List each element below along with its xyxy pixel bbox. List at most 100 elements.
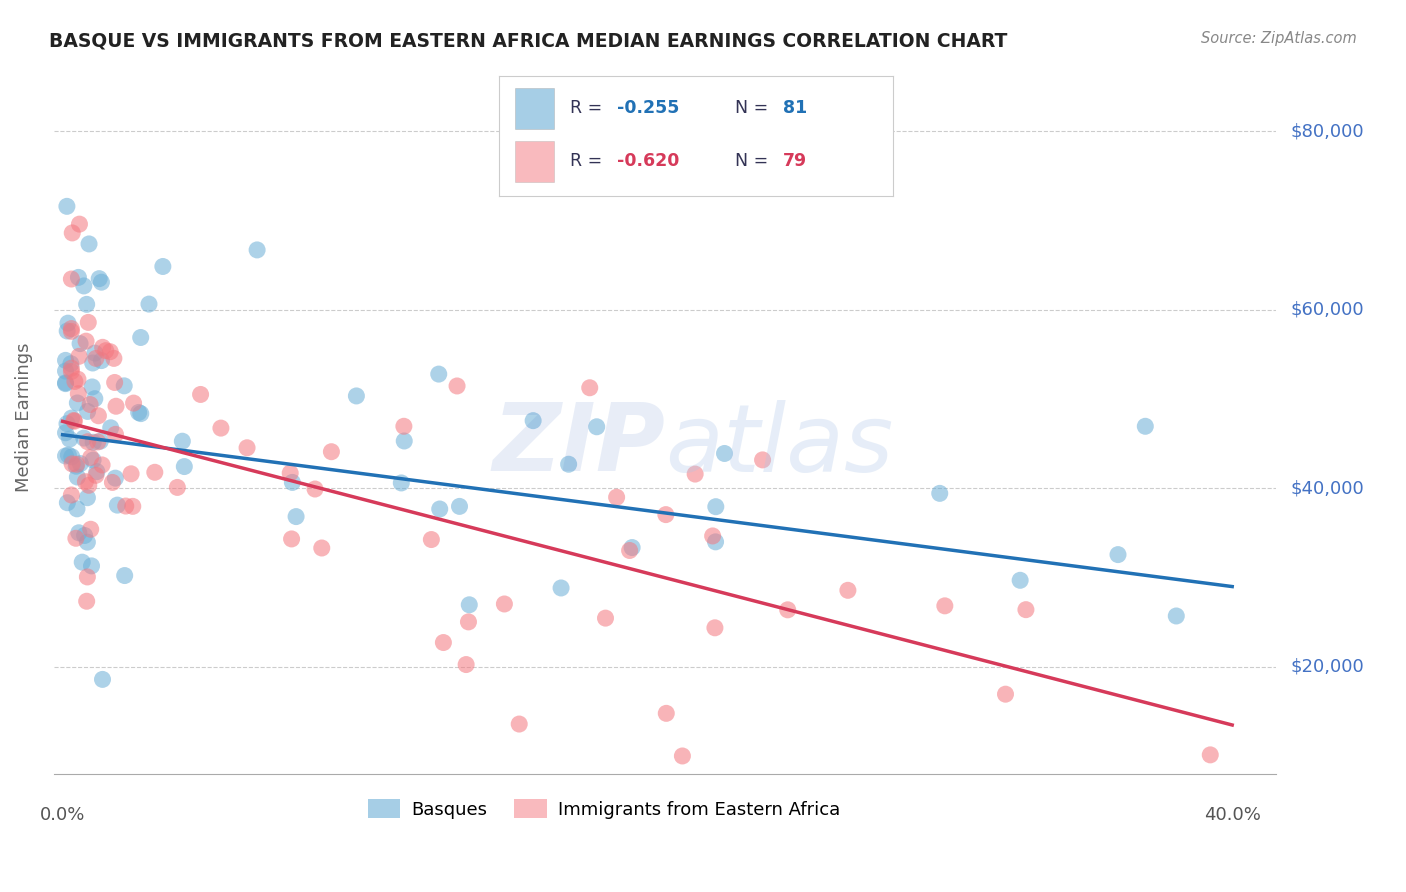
Point (69, 457, 91, 471)
Point (76, 491, 98, 505)
Point (63, 414, 86, 428)
Point (128, 405, 150, 419)
Point (82, 453, 104, 467)
Point (89, 434, 111, 449)
Point (67, 386, 90, 401)
Point (60, 450, 83, 464)
Text: -0.255: -0.255 (617, 99, 679, 118)
Text: $40,000: $40,000 (1291, 479, 1364, 498)
Point (236, 441, 259, 455)
Point (75, 475, 97, 489)
Point (1015, 602, 1038, 616)
Point (837, 583, 859, 598)
Point (87, 409, 110, 423)
Point (101, 475, 124, 490)
Point (59, 432, 82, 446)
Point (73, 431, 96, 445)
Point (285, 509, 308, 524)
Point (76, 404, 98, 418)
Point (104, 376, 127, 390)
Point (457, 615, 479, 629)
Point (344, 389, 367, 403)
Point (66, 396, 89, 410)
Point (508, 717, 530, 731)
Point (60, 272, 83, 286)
Point (65, 459, 87, 474)
Point (58, 448, 80, 462)
Point (994, 687, 1017, 701)
Point (1199, 747, 1222, 762)
Point (55, 425, 77, 440)
Point (152, 260, 174, 274)
Text: 79: 79 (783, 153, 807, 170)
Text: ZIP: ZIP (492, 400, 665, 491)
Point (172, 434, 194, 449)
Point (60, 488, 83, 502)
Point (429, 502, 451, 516)
Point (66, 501, 89, 516)
Point (82, 356, 104, 370)
Point (1135, 419, 1157, 434)
Y-axis label: Median Earnings: Median Earnings (15, 343, 32, 491)
Point (60, 324, 83, 338)
Point (66, 372, 89, 386)
Text: $20,000: $20,000 (1291, 658, 1364, 676)
Point (87, 434, 110, 449)
Point (70, 555, 93, 569)
Point (166, 480, 188, 494)
Point (671, 749, 693, 764)
Point (59, 357, 82, 371)
Point (83, 392, 105, 406)
Point (56, 324, 79, 338)
Point (79, 398, 101, 412)
Point (278, 466, 301, 480)
Point (76, 297, 98, 311)
Point (69, 336, 91, 351)
Point (56, 316, 79, 330)
Point (702, 529, 724, 543)
Text: atlas: atlas (665, 400, 893, 491)
Point (60, 411, 83, 425)
Point (90, 353, 112, 368)
Point (129, 330, 152, 344)
Point (76, 594, 98, 608)
Point (94, 343, 117, 358)
Point (76, 535, 98, 549)
Point (84, 351, 107, 366)
Point (56, 496, 79, 510)
Text: BASQUE VS IMMIGRANTS FROM EASTERN AFRICA MEDIAN EARNINGS CORRELATION CHART: BASQUE VS IMMIGRANTS FROM EASTERN AFRICA… (49, 31, 1008, 50)
Point (76, 570, 98, 584)
Bar (515, 141, 554, 182)
Text: Source: ZipAtlas.com: Source: ZipAtlas.com (1201, 31, 1357, 46)
Point (86, 465, 108, 479)
Point (304, 482, 326, 496)
Point (60, 321, 83, 335)
Point (66, 470, 89, 484)
Text: 40.0%: 40.0% (1204, 806, 1261, 824)
Text: 81: 81 (783, 99, 807, 118)
Point (60, 361, 83, 376)
Point (928, 486, 950, 500)
Point (103, 351, 125, 366)
Point (69, 217, 91, 231)
Point (82, 435, 104, 450)
Text: 0.0%: 0.0% (39, 806, 86, 824)
Point (98, 344, 121, 359)
Point (578, 381, 600, 395)
Point (60, 226, 83, 240)
Point (55, 376, 77, 391)
Point (129, 407, 152, 421)
Text: $80,000: $80,000 (1291, 122, 1364, 140)
Point (1107, 548, 1129, 562)
Point (209, 421, 232, 435)
Point (704, 500, 727, 514)
Point (703, 621, 725, 635)
Point (84, 468, 107, 483)
Point (522, 414, 544, 428)
Point (704, 534, 727, 549)
Point (67, 525, 90, 540)
Point (104, 427, 127, 442)
Point (104, 471, 127, 485)
Point (65, 531, 87, 545)
Point (63, 413, 86, 427)
